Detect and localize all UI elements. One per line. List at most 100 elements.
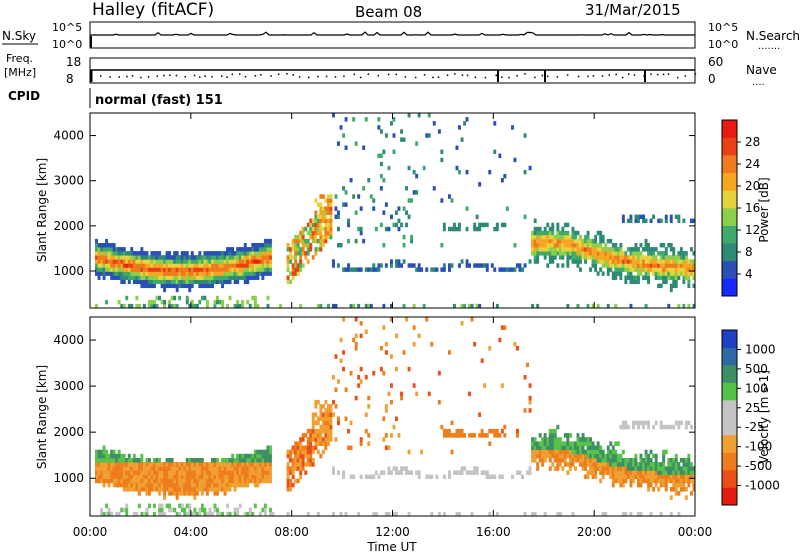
power-cell (485, 222, 489, 228)
power-cell (256, 263, 260, 268)
power-cell (475, 303, 479, 309)
power-cell (634, 279, 638, 285)
power-cell (465, 259, 469, 264)
vel-cell (647, 478, 651, 484)
power-cell (327, 222, 330, 228)
power-cell (609, 255, 613, 260)
vel-cell (125, 487, 129, 492)
vel-cell (178, 470, 182, 475)
vel-cell (289, 478, 293, 484)
power-cell (415, 267, 419, 272)
power-cell (200, 255, 204, 260)
vel-cell (188, 470, 192, 475)
power-cell (316, 230, 320, 236)
vel-cell (503, 433, 507, 438)
nave-point (286, 73, 288, 75)
vel-cell (468, 391, 472, 397)
power-cell (553, 243, 557, 248)
vel-cell (137, 462, 141, 467)
vel-cell (178, 511, 182, 517)
power-cell (574, 243, 577, 248)
power-cell (105, 238, 109, 244)
vel-cell (589, 437, 593, 442)
vel-cell (168, 474, 172, 480)
power-cell (654, 271, 658, 276)
vel-cell (117, 511, 121, 517)
vel-cell (518, 470, 522, 475)
vel-cell (367, 433, 371, 438)
power-cell (150, 299, 154, 305)
vel-cell (672, 482, 676, 488)
power-cell (148, 299, 151, 305)
power-cell (213, 271, 217, 276)
vel-cell (211, 458, 214, 463)
vel-cell (183, 507, 187, 513)
power-cell (213, 279, 217, 285)
vel-cell (538, 449, 542, 455)
power-cell (107, 243, 111, 248)
vel-cell (662, 453, 666, 459)
cpid-label: CPID (8, 89, 40, 103)
power-cell (611, 271, 615, 276)
vel-cell (168, 466, 172, 471)
vel-cell (674, 458, 678, 463)
vel-cell (480, 358, 484, 364)
vel-cell (165, 503, 169, 509)
vel-cell (251, 453, 255, 459)
vel-cell (145, 491, 149, 496)
power-cell (455, 145, 459, 150)
vel-cell (130, 478, 134, 484)
nave-point (199, 76, 201, 78)
power-cell (359, 230, 363, 236)
vel-cell (619, 470, 623, 475)
vel-cell (102, 462, 106, 467)
power-cell (538, 251, 542, 256)
power-cell (498, 267, 502, 272)
vel-cell (662, 466, 666, 471)
power-cell (226, 267, 230, 272)
vel-cell (206, 474, 209, 480)
power-cell (324, 210, 328, 215)
vel-cell (390, 399, 393, 405)
vel-cell (677, 424, 681, 430)
power-cell (616, 271, 620, 276)
vel-cell (107, 466, 111, 471)
vel-cell (379, 346, 383, 351)
vel-cell (203, 466, 207, 471)
power-cell (684, 271, 688, 276)
vel-cell (216, 474, 219, 480)
vel-cell (473, 341, 477, 347)
power-cell (637, 263, 640, 268)
vel-cell (306, 437, 310, 442)
power-cell (581, 247, 585, 252)
power-cell (223, 271, 227, 276)
nave-point (334, 76, 337, 78)
power-cell (493, 226, 497, 232)
power-cell (100, 243, 104, 248)
power-cell (178, 267, 182, 272)
power-cell (637, 218, 640, 224)
power-cell (606, 271, 610, 276)
power-cell (253, 247, 257, 252)
vel-cell (621, 449, 625, 455)
vel-cell (256, 453, 260, 459)
vel-cell (551, 433, 555, 438)
vel-cell (589, 445, 593, 451)
vel-cell (165, 458, 169, 463)
power-cell (563, 238, 567, 244)
power-cell (253, 243, 257, 248)
power-cell (644, 243, 648, 248)
vel-cell (243, 478, 247, 484)
vel-cell (314, 433, 318, 438)
vel-cell (238, 453, 242, 459)
vel-cell (596, 453, 600, 459)
vel-cell (170, 507, 174, 513)
vel-cell (142, 511, 146, 517)
vel-cell (538, 458, 542, 463)
power-cell (470, 303, 474, 309)
power-cell (566, 251, 570, 256)
power-cell (231, 259, 235, 264)
power-cell (543, 238, 547, 244)
vel-cell (221, 466, 225, 471)
vel-cell (498, 474, 502, 480)
